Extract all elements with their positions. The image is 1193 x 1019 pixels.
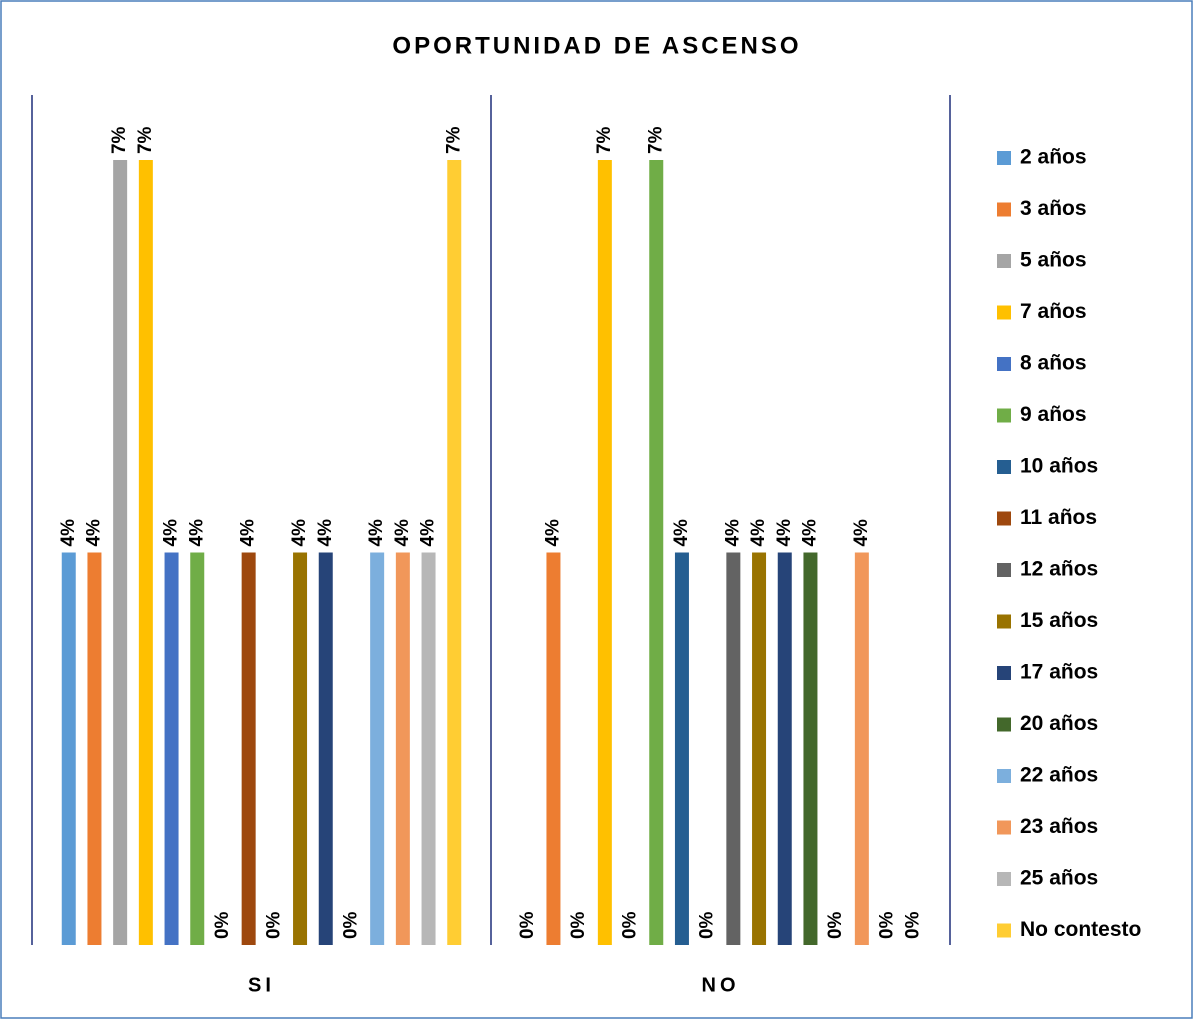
bar [597,160,612,945]
legend-label: 5 años [1020,249,1087,272]
legend-swatch [997,666,1011,680]
bar [649,160,664,945]
x-tick-label: NO [702,974,740,996]
data-label: 4% [774,519,795,547]
data-label: 4% [238,519,259,547]
bar [190,552,205,945]
bar [854,552,869,945]
bar [752,552,767,945]
bar [447,160,462,945]
data-label: 4% [722,519,743,547]
data-label: 4% [418,519,439,547]
data-label: 4% [289,519,310,547]
legend-label: 23 años [1020,815,1098,838]
bar [87,552,102,945]
data-label: 0% [902,911,923,939]
legend-swatch [997,202,1011,217]
bar [61,552,76,945]
data-label: 7% [443,126,464,154]
bar [293,552,308,945]
legend-label: 2 años [1020,146,1087,169]
bar [777,552,792,945]
data-label: 0% [517,911,538,939]
data-label: 0% [212,911,233,939]
bar [318,552,333,945]
legend-label: 10 años [1020,455,1098,478]
legend-label: 20 años [1020,712,1098,735]
data-label: 7% [135,126,156,154]
legend-label: 25 años [1020,867,1098,890]
data-label: 0% [568,911,589,939]
data-label: 7% [645,126,666,154]
data-label: 4% [83,519,104,547]
legend-swatch [997,820,1011,835]
legend-swatch [997,460,1011,474]
data-label: 4% [799,519,820,547]
legend-label: 7 años [1020,300,1087,323]
legend-label: 15 años [1020,609,1098,632]
legend-swatch [997,614,1011,629]
data-label: 0% [620,911,641,939]
bar [674,552,689,945]
legend-swatch [997,305,1011,320]
data-label: 0% [877,911,898,939]
data-label: 4% [671,519,692,547]
legend-swatch [997,151,1011,165]
data-label: 7% [594,126,615,154]
legend-swatch [997,923,1011,938]
data-label: 7% [109,126,130,154]
legend-label: 8 años [1020,352,1087,375]
legend-swatch [997,357,1011,371]
data-label: 4% [542,519,563,547]
chart-title: OPORTUNIDAD DE ASCENSO [392,32,801,59]
data-label: 4% [58,519,79,547]
bar [803,552,818,945]
data-label: 4% [392,519,413,547]
data-label: 4% [366,519,387,547]
legend-label: 11 años [1020,506,1097,529]
legend-label: 17 años [1020,661,1098,684]
data-label: 4% [851,519,872,547]
bar [164,552,179,945]
legend-swatch [997,769,1011,783]
data-label: 0% [263,911,284,939]
data-label: 4% [186,519,207,547]
legend-label: 3 años [1020,197,1087,220]
data-label: 4% [315,519,336,547]
data-label: 4% [748,519,769,547]
data-label: 0% [340,911,361,939]
bar [370,552,385,945]
legend-label: 22 años [1020,764,1098,787]
legend-label: No contesto [1020,918,1141,941]
bar [421,552,436,945]
legend-swatch [997,717,1011,732]
bar [138,160,153,945]
legend-swatch [997,254,1011,268]
data-label: 0% [697,911,718,939]
bar [395,552,410,945]
legend-swatch [997,563,1011,577]
bar [241,552,256,945]
legend-swatch [997,872,1011,886]
legend-label: 12 años [1020,558,1098,581]
bar [546,552,561,945]
x-tick-label: SI [248,974,275,996]
bar [726,552,741,945]
data-label: 0% [825,911,846,939]
legend-label: 9 años [1020,403,1087,426]
data-label: 4% [161,519,182,547]
legend-swatch [997,408,1011,423]
legend-swatch [997,511,1011,526]
bar [113,160,128,945]
